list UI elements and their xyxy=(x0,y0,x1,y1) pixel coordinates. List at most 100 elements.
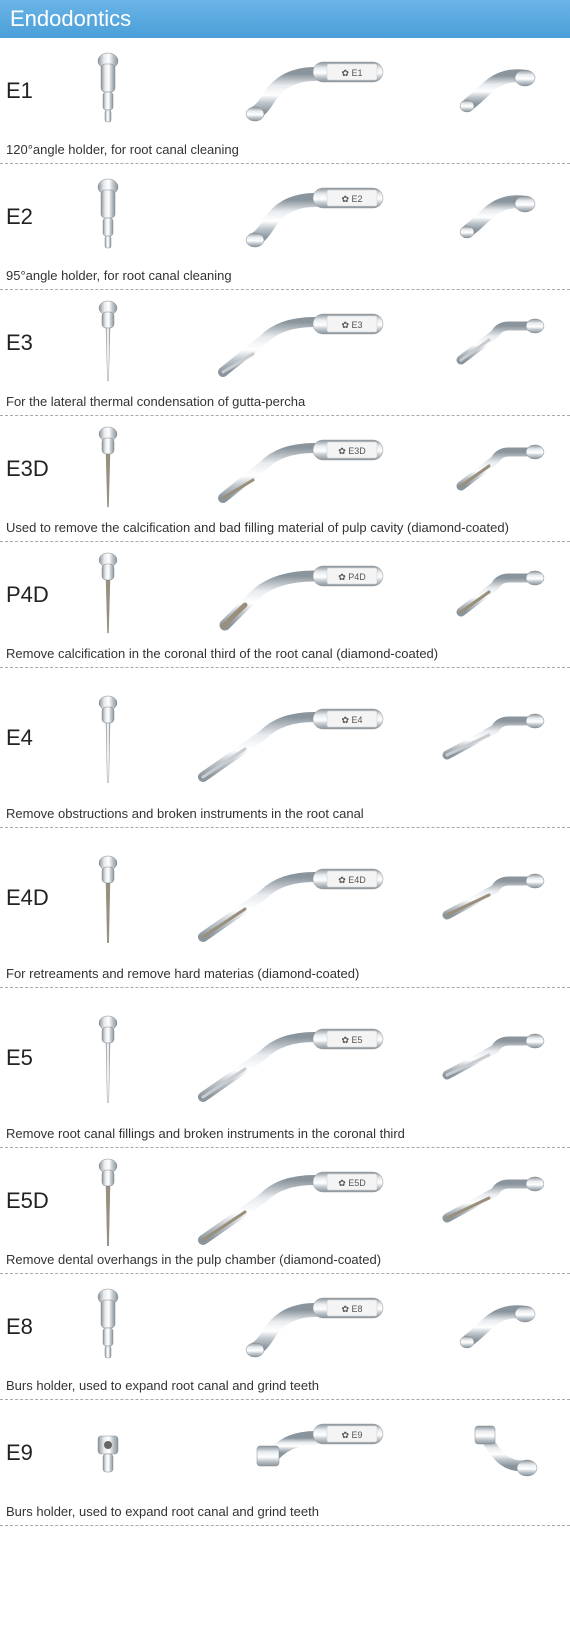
product-description: 120°angle holder, for root canal cleanin… xyxy=(6,142,564,157)
product-row: E9 xyxy=(0,1400,570,1526)
product-description: Burs holder, used to expand root canal a… xyxy=(6,1504,564,1519)
product-description: Remove root canal fillings and broken in… xyxy=(6,1126,564,1141)
code-column: E2 xyxy=(6,204,56,230)
svg-text:✿ E5D: ✿ E5D xyxy=(338,1178,366,1188)
side-view-icon: ✿ E3D xyxy=(175,424,395,514)
code-column: E4 xyxy=(6,725,56,751)
product-row: E5 xyxy=(0,988,570,1148)
code-column: E5 xyxy=(6,1045,56,1071)
perspective-view-icon xyxy=(437,1023,547,1093)
front-view-icon xyxy=(83,298,133,388)
perspective-view-icon xyxy=(437,1292,547,1362)
image-column: ✿ E5 xyxy=(66,1013,564,1103)
svg-text:✿ E3: ✿ E3 xyxy=(341,320,362,330)
code-column: E9 xyxy=(6,1440,56,1466)
image-column: ✿ E1 xyxy=(66,46,564,136)
product-code: E2 xyxy=(6,204,33,230)
front-view-icon xyxy=(83,1156,133,1246)
code-column: P4D xyxy=(6,582,56,608)
image-column: ✿ E4 xyxy=(66,693,564,783)
front-view-icon xyxy=(83,693,133,783)
side-view-icon: ✿ E5 xyxy=(175,1013,395,1103)
product-description: 95°angle holder, for root canal cleaning xyxy=(6,268,564,283)
image-column: ✿ E8 xyxy=(66,1282,564,1372)
image-column: ✿ E3 xyxy=(66,298,564,388)
image-column: ✿ E3D xyxy=(66,424,564,514)
side-view-icon: ✿ E5D xyxy=(175,1156,395,1246)
product-description: For retreaments and remove hard materias… xyxy=(6,966,564,981)
code-column: E5D xyxy=(6,1188,56,1214)
front-view-icon xyxy=(83,424,133,514)
image-column: ✿ E2 xyxy=(66,172,564,262)
image-column: ✿ E5D xyxy=(66,1156,564,1246)
product-code: E8 xyxy=(6,1314,33,1340)
front-view-icon xyxy=(83,1282,133,1372)
product-description: Burs holder, used to expand root canal a… xyxy=(6,1378,564,1393)
product-description: For the lateral thermal condensation of … xyxy=(6,394,564,409)
code-column: E8 xyxy=(6,1314,56,1340)
product-code: E5D xyxy=(6,1188,49,1214)
perspective-view-icon xyxy=(437,308,547,378)
image-column: ✿ P4D xyxy=(66,550,564,640)
section-header: Endodontics xyxy=(0,0,570,38)
side-view-icon: ✿ E1 xyxy=(175,46,395,136)
perspective-view-icon xyxy=(437,1166,547,1236)
product-list: E1 xyxy=(0,38,570,1526)
product-code: E1 xyxy=(6,78,33,104)
side-view-icon: ✿ E4 xyxy=(175,693,395,783)
code-column: E3D xyxy=(6,456,56,482)
front-view-icon xyxy=(83,853,133,943)
product-row: E3 xyxy=(0,290,570,416)
side-view-icon: ✿ P4D xyxy=(175,550,395,640)
product-code: E5 xyxy=(6,1045,33,1071)
front-view-icon xyxy=(83,1013,133,1103)
product-row: E4D xyxy=(0,828,570,988)
perspective-view-icon xyxy=(437,560,547,630)
side-view-icon: ✿ E3 xyxy=(175,298,395,388)
svg-text:✿ E1: ✿ E1 xyxy=(341,68,362,78)
side-view-icon: ✿ E8 xyxy=(175,1282,395,1372)
product-description: Used to remove the calcification and bad… xyxy=(6,520,564,535)
product-code: E3 xyxy=(6,330,33,356)
image-column: ✿ E9 xyxy=(66,1408,564,1498)
svg-text:✿ E8: ✿ E8 xyxy=(341,1304,362,1314)
product-row: E8 xyxy=(0,1274,570,1400)
front-view-icon xyxy=(83,1408,133,1498)
product-description: Remove dental overhangs in the pulp cham… xyxy=(6,1252,564,1267)
product-row: P4D xyxy=(0,542,570,668)
product-row: E5D xyxy=(0,1148,570,1274)
product-code: P4D xyxy=(6,582,49,608)
side-view-icon: ✿ E9 xyxy=(175,1408,395,1498)
section-title: Endodontics xyxy=(10,6,131,31)
product-code: E4 xyxy=(6,725,33,751)
perspective-view-icon xyxy=(437,434,547,504)
product-row: E3D xyxy=(0,416,570,542)
perspective-view-icon xyxy=(437,182,547,252)
svg-text:✿ E4: ✿ E4 xyxy=(341,715,362,725)
perspective-view-icon xyxy=(437,863,547,933)
perspective-view-icon xyxy=(437,56,547,126)
product-row: E2 xyxy=(0,164,570,290)
front-view-icon xyxy=(83,550,133,640)
front-view-icon xyxy=(83,172,133,262)
product-code: E3D xyxy=(6,456,49,482)
product-row: E4 xyxy=(0,668,570,828)
product-description: Remove obstructions and broken instrumen… xyxy=(6,806,564,821)
perspective-view-icon xyxy=(437,1418,547,1488)
front-view-icon xyxy=(83,46,133,136)
code-column: E1 xyxy=(6,78,56,104)
product-code: E9 xyxy=(6,1440,33,1466)
code-column: E3 xyxy=(6,330,56,356)
side-view-icon: ✿ E4D xyxy=(175,853,395,943)
product-code: E4D xyxy=(6,885,49,911)
product-description: Remove calcification in the coronal thir… xyxy=(6,646,564,661)
svg-text:✿ E4D: ✿ E4D xyxy=(338,875,366,885)
svg-text:✿ E9: ✿ E9 xyxy=(341,1430,362,1440)
svg-text:✿ E2: ✿ E2 xyxy=(341,194,362,204)
image-column: ✿ E4D xyxy=(66,853,564,943)
svg-text:✿ E3D: ✿ E3D xyxy=(338,446,366,456)
svg-text:✿ P4D: ✿ P4D xyxy=(338,572,366,582)
side-view-icon: ✿ E2 xyxy=(175,172,395,262)
svg-text:✿ E5: ✿ E5 xyxy=(341,1035,362,1045)
perspective-view-icon xyxy=(437,703,547,773)
